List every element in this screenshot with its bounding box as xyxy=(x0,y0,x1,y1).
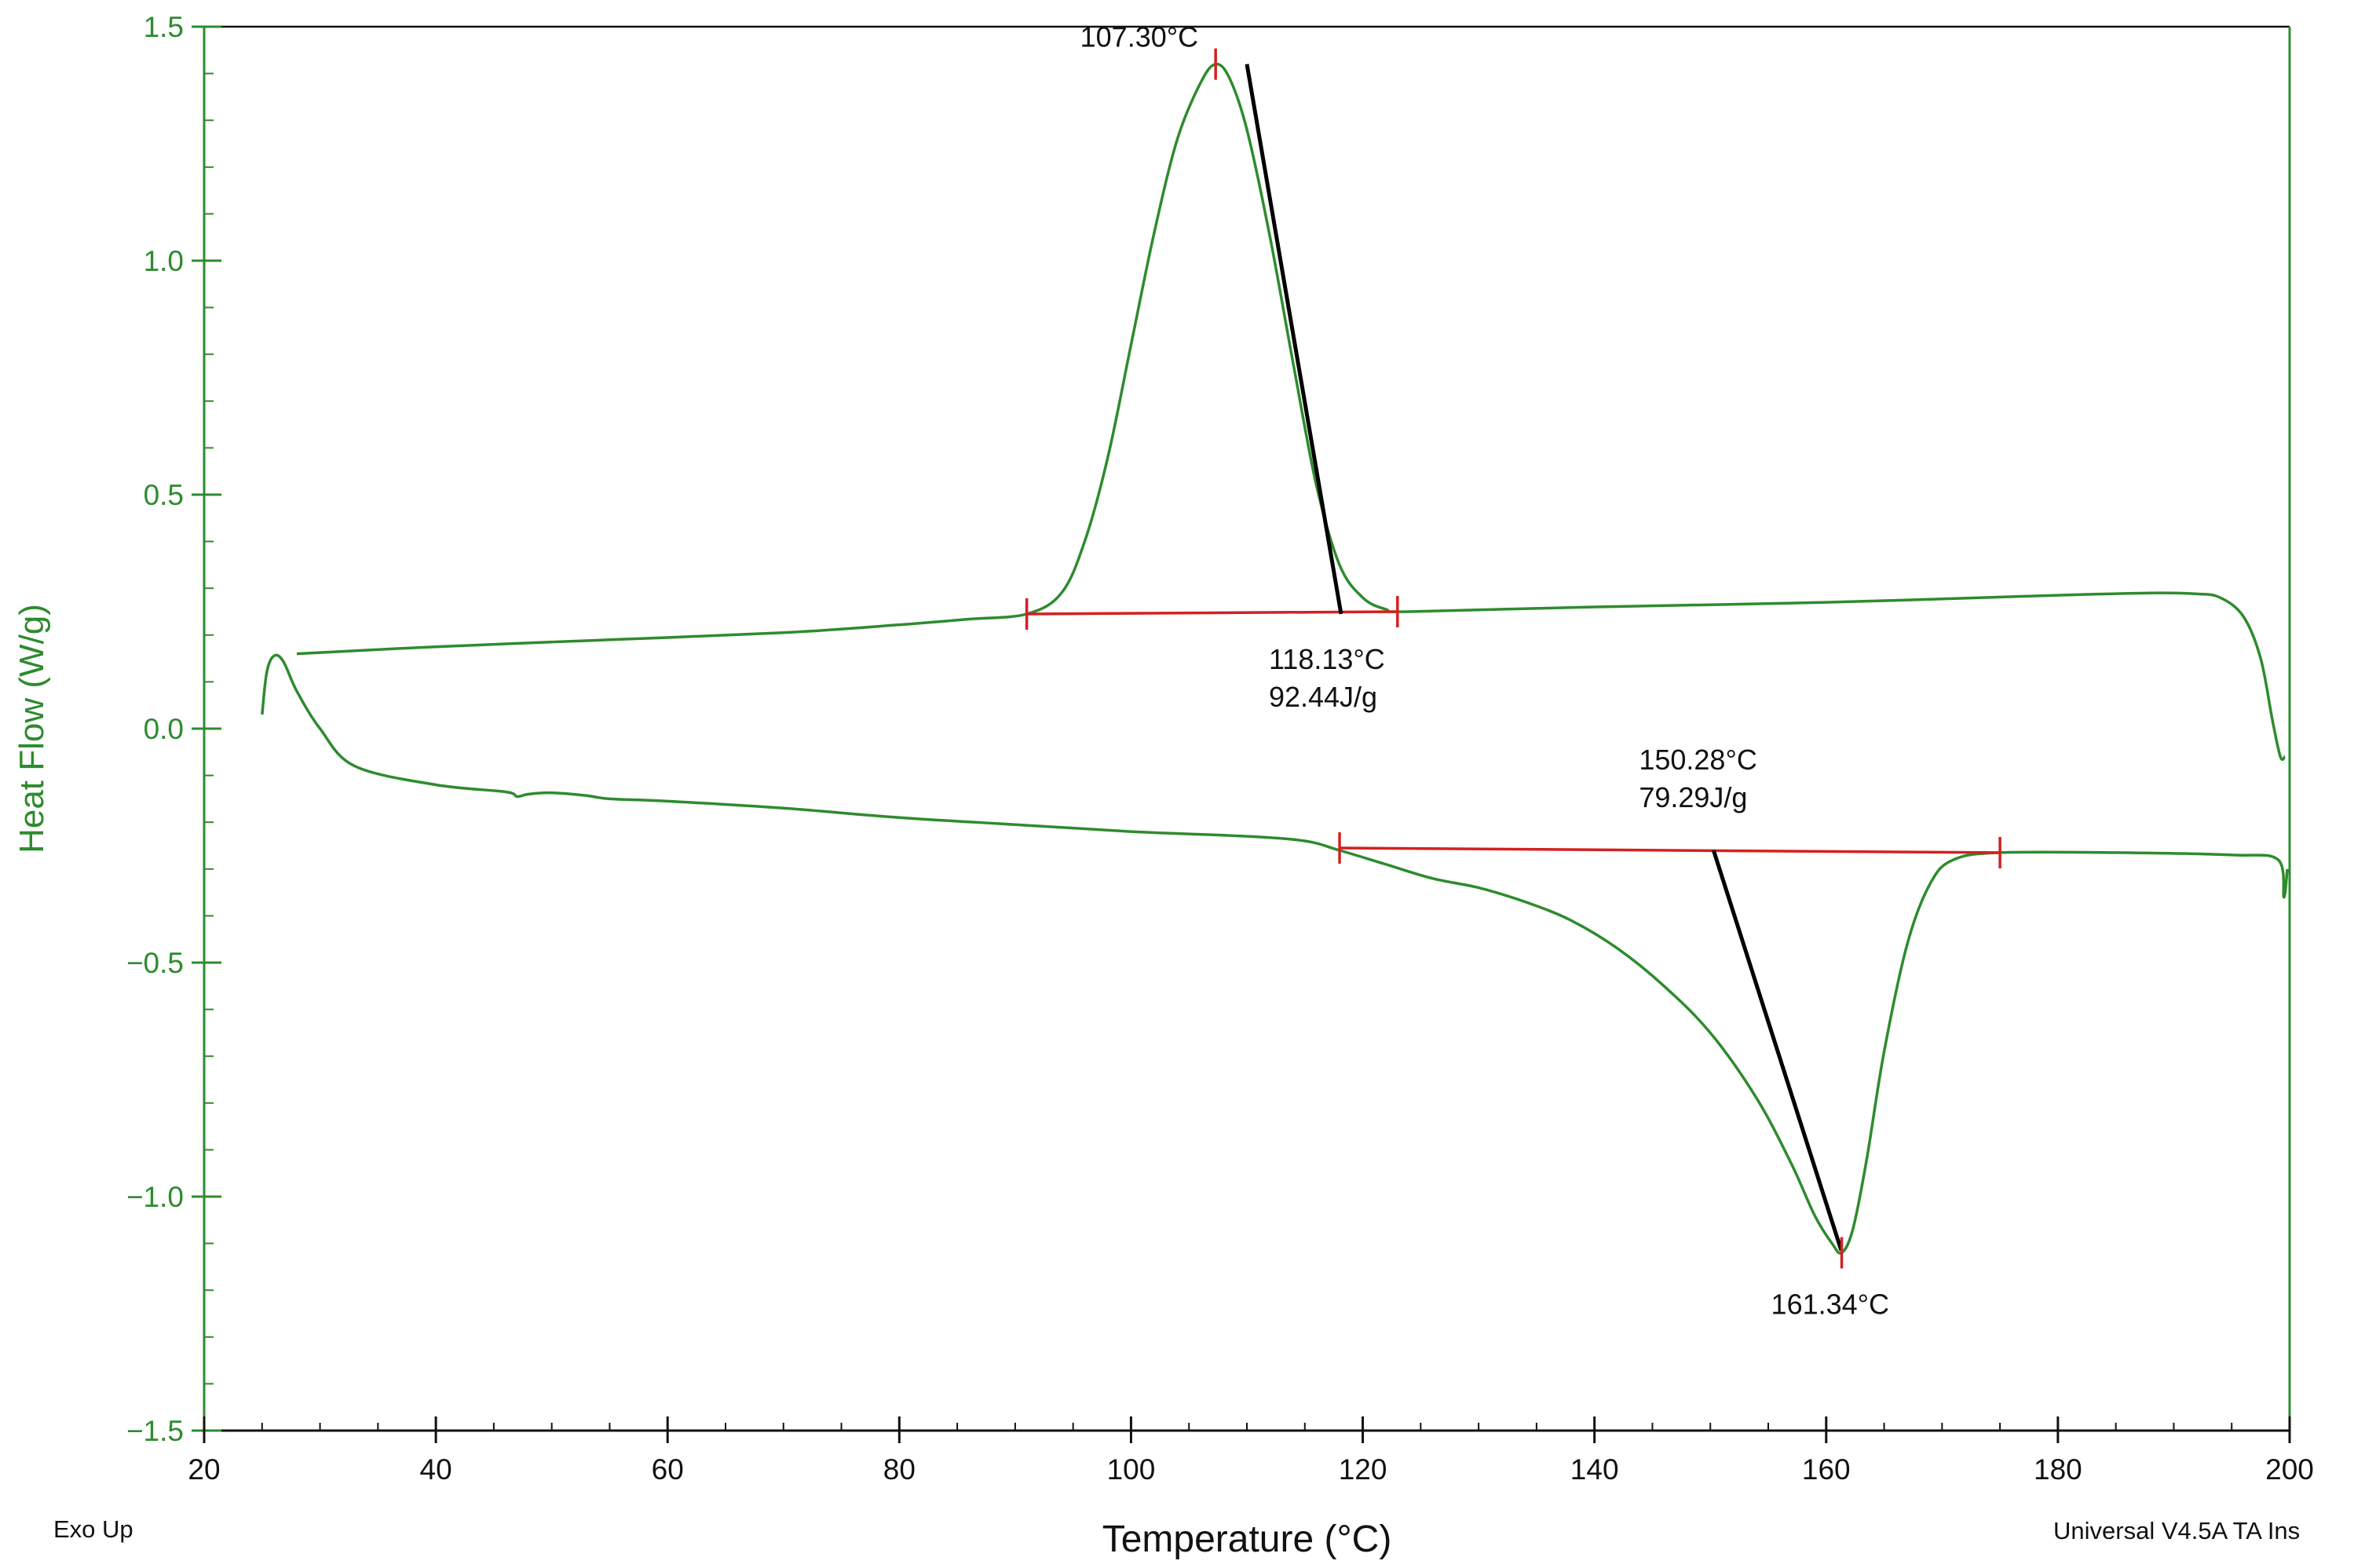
annotation-text: 79.29J/g xyxy=(1639,781,1747,813)
annotation-text: 92.44J/g xyxy=(1269,681,1377,713)
y-tick-label: −1.5 xyxy=(126,1415,184,1447)
x-axis-label: Temperature (°C) xyxy=(1102,1519,1392,1560)
y-tick-label: −1.0 xyxy=(126,1181,184,1213)
peak-markers xyxy=(1214,48,1844,1269)
tangents xyxy=(1245,64,1844,1252)
heating-curve xyxy=(261,653,2289,1255)
x-tick-label: 200 xyxy=(2265,1453,2314,1486)
integration-baseline xyxy=(1340,846,2001,854)
tangent-line xyxy=(1245,64,1343,615)
software-version-label: Universal V4.5A TA Ins xyxy=(2053,1517,2300,1544)
y-tick-label: 1.0 xyxy=(144,245,184,277)
y-tick-label: −0.5 xyxy=(126,947,184,979)
annotation-text: 107.30°C xyxy=(1080,21,1199,53)
integration-baseline xyxy=(1026,610,1398,616)
x-tick-label: 20 xyxy=(188,1453,220,1486)
exo-up-label: Exo Up xyxy=(53,1515,133,1543)
y-tick-label: 0.5 xyxy=(144,479,184,511)
x-tick-label: 40 xyxy=(420,1453,452,1486)
x-tick-label: 60 xyxy=(652,1453,684,1486)
x-ticks: 20 40 60 80 100 120 140 160 180 200 xyxy=(188,1416,2314,1486)
curves xyxy=(261,62,2289,1255)
y-axis-label: Heat Flow (W/g) xyxy=(13,604,51,853)
annotation-text: 161.34°C xyxy=(1771,1288,1890,1321)
annotation-text: 150.28°C xyxy=(1639,744,1757,776)
y-tick-label: 1.5 xyxy=(144,11,184,43)
x-tick-label: 160 xyxy=(1802,1453,1851,1486)
tangent-line xyxy=(1711,850,1844,1252)
minor-ticks xyxy=(203,26,2290,1431)
x-tick-label: 120 xyxy=(1339,1453,1387,1486)
annotation-text: 118.13°C xyxy=(1269,643,1385,675)
y-tick-label: 0.0 xyxy=(144,713,184,745)
axes xyxy=(203,25,2291,1432)
y-ticks: 1.5 1.0 0.5 0.0 −0.5 −1.0 −1.5 xyxy=(126,11,221,1447)
x-tick-label: 100 xyxy=(1107,1453,1156,1486)
annotations: 107.30°C 118.13°C 92.44J/g 150.28°C 79.29J/g… xyxy=(1080,21,1889,1321)
x-tick-label: 140 xyxy=(1570,1453,1619,1486)
cooling-curve xyxy=(296,62,2286,762)
x-tick-label: 180 xyxy=(2034,1453,2082,1486)
x-tick-label: 80 xyxy=(883,1453,916,1486)
baselines xyxy=(1025,596,2001,868)
